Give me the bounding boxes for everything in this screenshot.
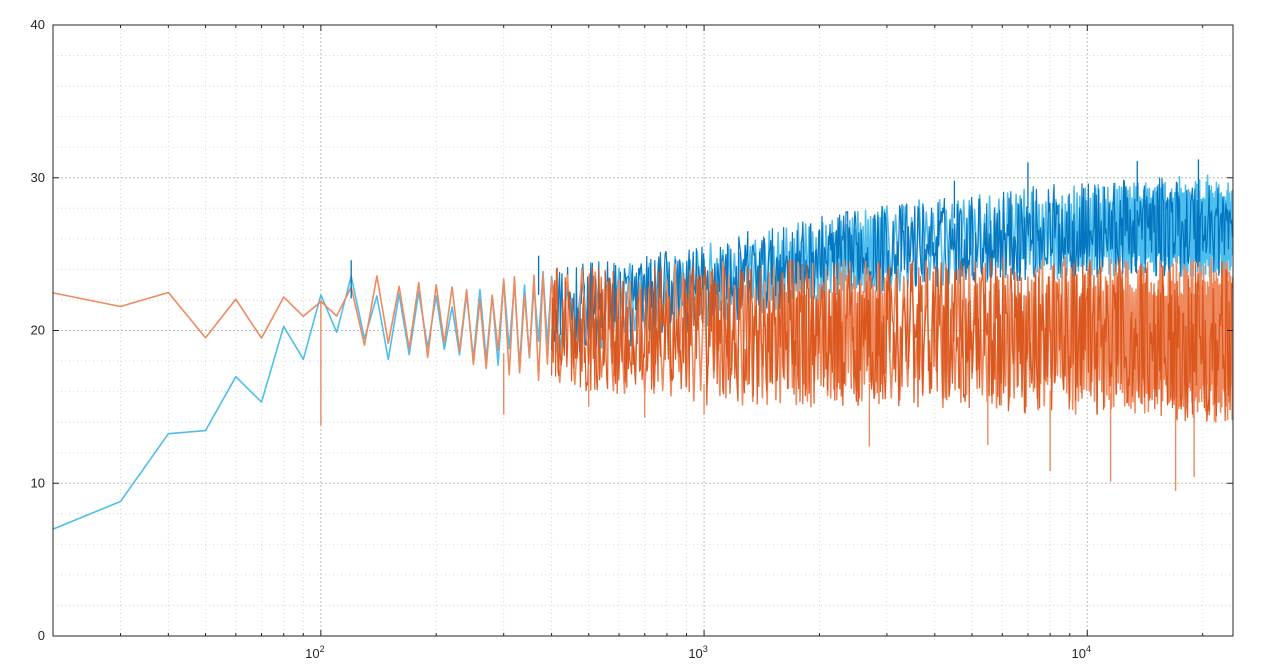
y-tick-label: 20	[31, 323, 45, 338]
x-tick-label: 102	[305, 644, 324, 661]
series-layer	[52, 174, 1234, 530]
x-tick-label: 104	[1072, 644, 1091, 661]
minor-grid	[53, 25, 1233, 636]
series-2-line-high-freq	[551, 257, 1233, 422]
y-tick-label: 0	[38, 628, 45, 643]
y-tick-labels: 0 10 20 30 40	[31, 17, 45, 643]
y-tick-label: 40	[31, 17, 45, 32]
major-grid	[53, 25, 1233, 636]
y-tick-label: 10	[31, 475, 45, 490]
series-1-line-high-freq	[551, 177, 1233, 354]
spike-layer	[320, 159, 1200, 491]
y-tick-label: 30	[31, 170, 45, 185]
x-tick-label: 103	[688, 644, 707, 661]
x-tick-labels: 102 103 104	[305, 644, 1091, 661]
tick-marks	[53, 24, 1233, 637]
